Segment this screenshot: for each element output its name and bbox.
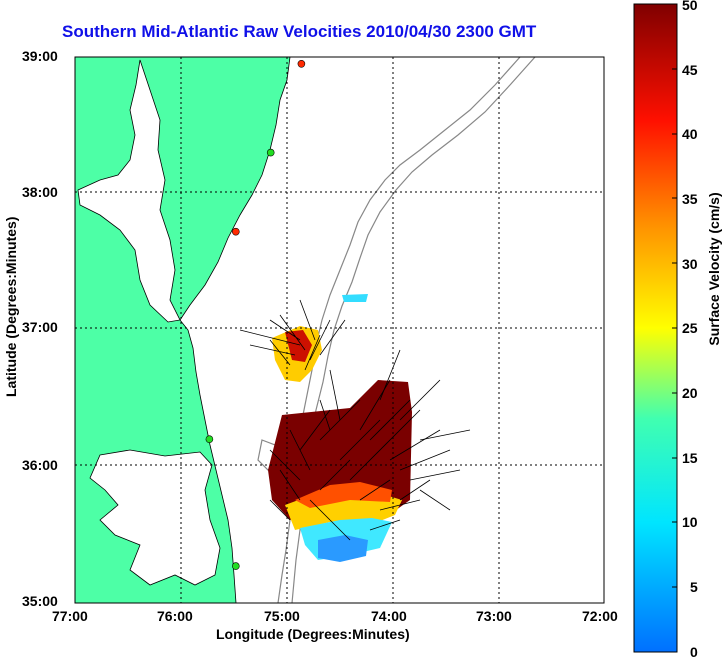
chesapeake-bay: [77, 59, 181, 323]
x-axis-title: Longitude (Degrees:Minutes): [216, 626, 410, 642]
colorbar-tick-label: 0: [690, 644, 698, 660]
map-title: Southern Mid-Atlantic Raw Velocities 201…: [62, 22, 537, 41]
grid-lines: [75, 57, 604, 603]
y-tick-label: 39:00: [22, 48, 58, 64]
station-marker: [266, 148, 275, 157]
velocity-patch-south-orange: [295, 482, 392, 508]
colorbar-tick-label: 20: [682, 385, 698, 401]
velocity-patch-small: [342, 294, 368, 302]
colorbar-tick-label: 30: [682, 256, 698, 272]
colorbar-tick-label: 45: [682, 62, 698, 78]
plot-frame: [74, 56, 605, 604]
y-tick-label: 35:00: [22, 593, 58, 609]
x-tick-label: 76:00: [157, 608, 193, 624]
y-tick-label: 38:00: [22, 184, 58, 200]
colorbar-tick-label: 35: [682, 191, 698, 207]
station-marker: [232, 227, 240, 236]
velocity-vectors: [239, 299, 471, 541]
colorbar-tick-label: 10: [682, 514, 698, 530]
x-tick-label: 77:00: [52, 608, 88, 624]
x-tick-label: 72:00: [582, 608, 618, 624]
station-marker: [297, 59, 306, 68]
station-markers: [205, 59, 306, 570]
y-tick-label: 37:00: [22, 319, 58, 335]
velocity-patch-south-blue: [318, 535, 368, 562]
pamlico-sound: [89, 449, 221, 586]
colorbar-tick-label: 5: [690, 579, 698, 595]
colorbar-tick-label: 25: [682, 320, 698, 336]
y-tick-label: 36:00: [22, 457, 58, 473]
station-marker: [205, 435, 214, 444]
colorbar-tick-label: 50: [682, 0, 698, 13]
colorbar: [633, 3, 678, 653]
x-tick-label: 74:00: [371, 608, 407, 624]
colorbar-tick-label: 15: [682, 450, 698, 466]
velocity-patch-south: [268, 380, 412, 520]
x-tick-label: 75:00: [264, 608, 300, 624]
colorbar-ticks: [672, 68, 677, 588]
x-tick-label: 73:00: [476, 608, 512, 624]
station-marker: [232, 562, 240, 570]
colorbar-tick-label: 40: [682, 126, 698, 142]
